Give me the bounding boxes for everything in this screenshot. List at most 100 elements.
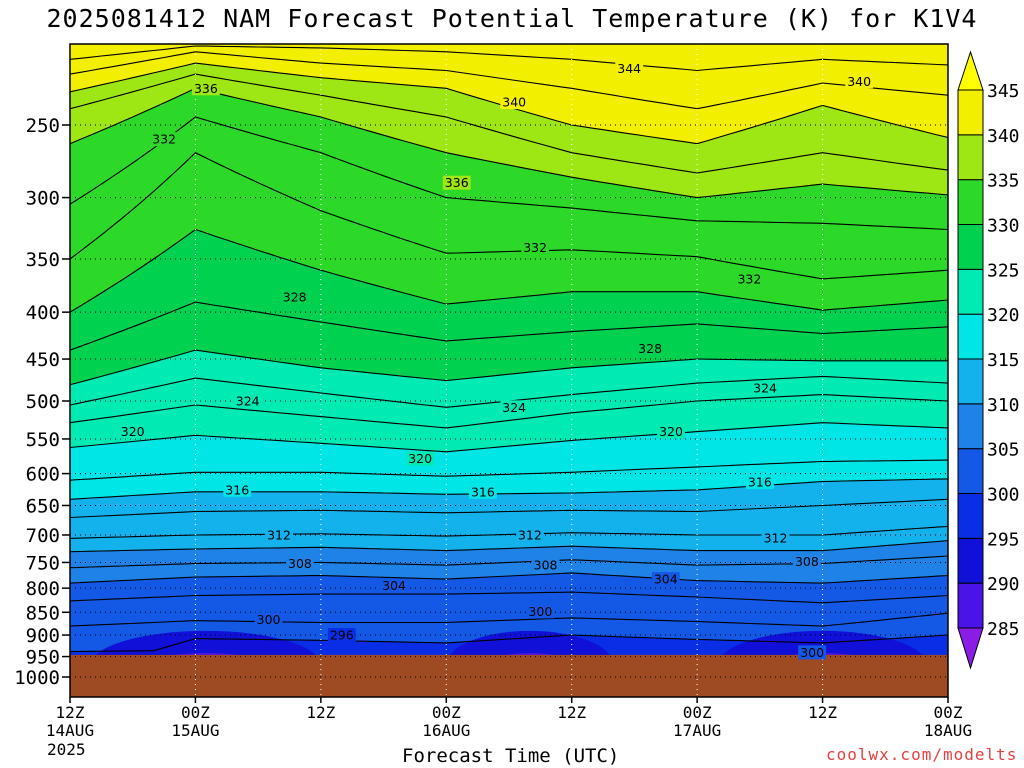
y-tick-label: 250 — [26, 115, 60, 137]
contour-label: 344 — [617, 61, 641, 76]
colorbar-label: 340 — [987, 126, 1020, 147]
colorbar-segment — [957, 582, 984, 629]
y-tick-label: 550 — [26, 429, 60, 451]
contour-label: 316 — [748, 475, 772, 490]
colorbar-label: 285 — [987, 619, 1020, 640]
isentrope-328 — [70, 301, 948, 351]
contour-label-bg — [636, 341, 665, 356]
band-fill-344 — [70, 44, 948, 71]
contour-label-bg — [280, 289, 309, 304]
contour-label-bg — [526, 604, 555, 619]
y-tick-label: 900 — [26, 625, 60, 647]
contour-label-bg — [406, 451, 435, 466]
isentrope-310 — [70, 540, 948, 553]
contour-label: 332 — [737, 271, 761, 286]
colorbar-segment — [957, 493, 984, 539]
contour-label-bg — [531, 558, 560, 573]
isentrope-326 — [70, 349, 948, 386]
contour-label: 340 — [502, 95, 526, 110]
contour-label: 328 — [283, 289, 307, 304]
x-tick-label: 12Z — [56, 703, 85, 722]
isentrope-344 — [70, 45, 948, 72]
isentrope-316 — [70, 478, 948, 500]
contour-label-bg — [254, 612, 283, 627]
contour-label: 320 — [659, 424, 683, 439]
contour-label: 320 — [121, 424, 145, 439]
contour-label: 336 — [194, 81, 218, 96]
x-tick-label: 12Z — [306, 703, 335, 722]
isentrope-306 — [70, 572, 948, 584]
x-tick-date-label: 18AUG — [924, 721, 972, 740]
colorbar-segment — [957, 403, 984, 450]
contour-label: 324 — [753, 381, 777, 396]
contour-label-bg — [468, 484, 497, 499]
contour-label-bg — [223, 482, 252, 497]
colorbar-segment — [957, 448, 984, 494]
x-tick-label: 00Z — [683, 703, 712, 722]
plot-frame — [69, 43, 949, 698]
contour-label: 312 — [764, 530, 788, 545]
x-tick-date-label: 15AUG — [171, 721, 219, 740]
contour-label-bg — [233, 394, 262, 408]
contour-label: 316 — [471, 484, 495, 499]
colorbar-label: 325 — [987, 260, 1020, 281]
contour-label: 332 — [523, 240, 547, 255]
y-tick-label: 350 — [26, 249, 60, 271]
colorbar-label: 290 — [987, 574, 1020, 595]
colorbar-segment — [957, 179, 984, 226]
contour-label: 308 — [534, 558, 558, 573]
colorbar-segment — [957, 224, 984, 270]
colorbar-segment — [957, 358, 984, 405]
isentrope-322 — [70, 394, 948, 429]
x-axis-year: 2025 — [47, 740, 86, 759]
contour-label: 324 — [502, 400, 526, 415]
x-tick-label: 12Z — [557, 703, 586, 722]
isentrope-330 — [70, 228, 948, 313]
isentrope-338 — [70, 73, 948, 174]
y-tick-label: 300 — [26, 188, 60, 210]
contour-label: 304 — [382, 578, 406, 593]
contour-label-bg — [150, 132, 179, 147]
contour-label-bg — [657, 424, 685, 439]
colorbar-label: 295 — [987, 529, 1020, 550]
isentrope-342 — [70, 51, 948, 110]
contour-label: 316 — [225, 482, 249, 497]
contour-label: 332 — [152, 132, 176, 147]
colorbar-label: 315 — [987, 350, 1020, 371]
x-tick-date-label: 14AUG — [46, 721, 94, 740]
isentrope-332 — [70, 152, 948, 280]
contour-label: 296 — [330, 628, 354, 643]
contour-label-bg — [286, 556, 314, 571]
contour-label-bg — [798, 645, 827, 660]
colorbar-segment — [957, 89, 984, 136]
contour-label-bg — [792, 554, 821, 569]
y-tick-label: 1000 — [14, 667, 60, 689]
x-tick-label: 00Z — [934, 703, 963, 722]
source-credit: coolwx.com/modelts — [826, 745, 1018, 764]
contour-label: 300 — [528, 604, 552, 619]
contour-label-bg — [500, 400, 529, 415]
contour-label-bg — [191, 81, 220, 96]
isentrope-320 — [70, 422, 948, 453]
contour-label-bg — [761, 530, 790, 545]
isentrope-300 — [70, 634, 948, 653]
contour-label-bg — [118, 424, 147, 439]
contour-label-bg — [735, 271, 764, 286]
contour-label: 300 — [257, 612, 281, 627]
y-tick-label: 800 — [26, 578, 60, 600]
contour-label-bg — [651, 572, 680, 587]
y-tick-label: 950 — [26, 647, 60, 669]
y-tick-label: 700 — [26, 525, 60, 547]
contour-label: 312 — [518, 527, 542, 542]
y-tick-label: 600 — [26, 464, 60, 486]
contour-label-bg — [265, 527, 293, 542]
colorbar-min-arrow — [957, 627, 984, 670]
contour-label: 324 — [236, 394, 260, 409]
isentrope-304 — [70, 591, 948, 604]
contour-label: 304 — [654, 572, 678, 587]
contour-label: 320 — [408, 451, 432, 466]
x-tick-date-label: 16AUG — [422, 721, 470, 740]
x-tick-date-label: 17AUG — [673, 721, 721, 740]
contour-label-bg — [327, 628, 356, 643]
